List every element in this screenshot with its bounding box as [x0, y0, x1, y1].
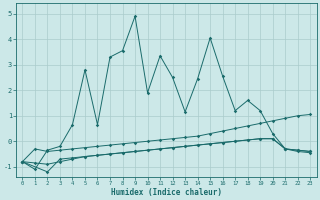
X-axis label: Humidex (Indice chaleur): Humidex (Indice chaleur)	[111, 188, 222, 197]
